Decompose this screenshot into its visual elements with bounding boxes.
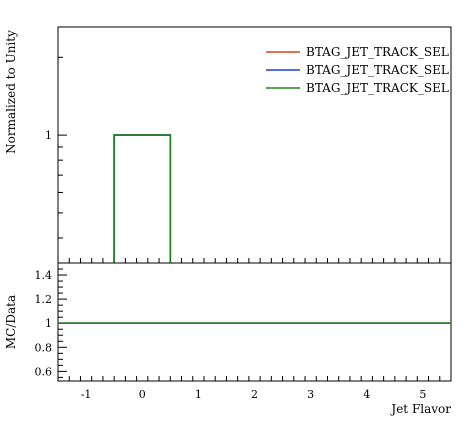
legend: BTAG_JET_TRACK_SEL BTAG_JET_TRACK_SEL BTAG…	[266, 45, 449, 95]
legend-label-2: BTAG_JET_TRACK_SEL	[306, 63, 449, 77]
ratio-y-tick-label: 1.2	[35, 293, 53, 306]
main-y-tick-label: 1	[45, 129, 52, 142]
histogram-series-3	[113, 134, 172, 263]
ratio-axis-ticks: -1 0 1 2 3 4 5 0.6 0.8 1 1.2 1.4	[35, 262, 452, 401]
legend-label-3: BTAG_JET_TRACK_SEL	[306, 81, 449, 95]
x-tick-label: 5	[419, 388, 426, 401]
main-series-group	[113, 134, 172, 263]
histogram-series-1	[113, 134, 172, 263]
ratio-panel: -1 0 1 2 3 4 5 0.6 0.8 1 1.2 1.4 MC/Data Jet Flavor	[4, 262, 452, 416]
ratio-y-tick-label: 1.4	[35, 269, 53, 282]
ratio-y-tick-label: 0.8	[35, 341, 53, 354]
main-y-axis-label: Normalized to Unity	[4, 30, 18, 154]
main-panel: 1 Normalized to Unity BTAG_JET_TRACK_SEL…	[4, 26, 452, 264]
x-tick-label: 1	[195, 388, 202, 401]
x-tick-label: 4	[363, 388, 370, 401]
x-tick-label: -1	[81, 388, 92, 401]
ratio-y-tick-label: 0.6	[35, 365, 53, 378]
x-tick-label: 2	[251, 388, 258, 401]
ratio-y-tick-label: 1	[45, 317, 52, 330]
main-axis-ticks: 1	[45, 56, 452, 263]
x-tick-label: 0	[139, 388, 146, 401]
x-axis-label: Jet Flavor	[389, 402, 451, 416]
ratio-y-axis-label: MC/Data	[4, 295, 18, 349]
ratio-plot-frame	[57, 262, 452, 382]
histogram-series-2	[113, 134, 172, 263]
x-tick-label: 3	[307, 388, 314, 401]
legend-label-1: BTAG_JET_TRACK_SEL	[306, 45, 449, 59]
